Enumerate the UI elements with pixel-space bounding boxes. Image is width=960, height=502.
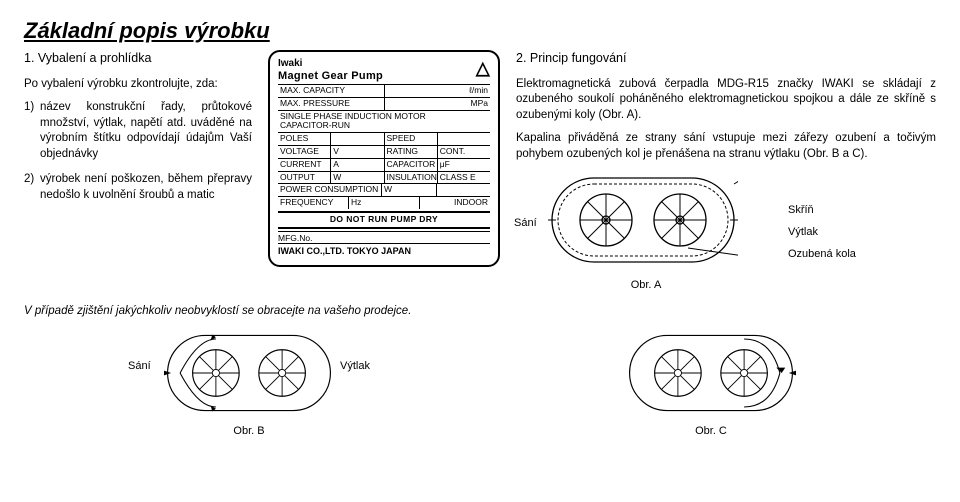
plate-cell	[437, 184, 491, 196]
plate-cell: OUTPUT	[278, 172, 331, 184]
item-number: 1)	[24, 100, 40, 162]
footnote: V případě zjištění jakýchkoliv neobvyklo…	[24, 305, 936, 317]
label-sani: Sání	[128, 360, 151, 372]
figure-a: Sání	[516, 170, 936, 292]
item-text: výrobek není poškozen, během přepravy ne…	[40, 172, 252, 203]
plate-cell: POLES	[278, 133, 331, 145]
gear-pump-icon	[164, 328, 334, 418]
plate-cell: MAX. PRESSURE	[278, 98, 385, 110]
paragraph: Elektromagnetická zubová čerpadla MDG-R1…	[516, 77, 936, 124]
list-item: 2) výrobek není poškozen, během přepravy…	[24, 172, 252, 203]
plate-cell: CAPACITOR	[385, 159, 438, 171]
plate-cell: RATING	[385, 146, 438, 158]
section-2-heading: 2. Princip fungování	[516, 50, 936, 67]
figure-b: Sání Výtlak Obr. B	[164, 328, 334, 437]
plate-cell: W	[382, 184, 437, 196]
plate-cell	[438, 133, 490, 145]
plate-company: IWAKI CO.,LTD. TOKYO JAPAN	[278, 243, 490, 256]
plate-cell: MPa	[385, 98, 491, 110]
section-1: 1. Vybalení a prohlídka Po vybalení výro…	[24, 50, 252, 293]
section-1-heading: 1. Vybalení a prohlídka	[24, 50, 252, 67]
figure-c: Obr. C	[626, 328, 796, 437]
plate-cell	[331, 133, 384, 145]
item-number: 2)	[24, 172, 40, 203]
plate-cell: MAX. CAPACITY	[278, 85, 385, 97]
plate-cell: W	[331, 172, 384, 184]
plate-cell: CLASS E	[438, 172, 490, 184]
gear-pump-icon	[548, 170, 738, 270]
plate-model-text: Magnet Gear Pump	[278, 70, 383, 82]
label-vytlak: Výtlak	[788, 221, 856, 243]
page-title: Základní popis výrobku	[24, 18, 936, 44]
section-2: 2. Princip fungování Elektromagnetická z…	[516, 50, 936, 293]
gear-pump-icon	[626, 328, 796, 418]
plate-cell: SPEED	[385, 133, 438, 145]
section-1-intro: Po vybalení výrobku zkontrolujte, zda:	[24, 77, 252, 93]
plate-mfg-no: MFG.No.	[278, 234, 312, 244]
figure-b-caption: Obr. B	[164, 425, 334, 437]
plate-cell: FREQUENCY	[278, 197, 349, 209]
label-ozubena-kola: Ozubená kola	[788, 243, 856, 265]
plate-cell: Hz	[349, 197, 420, 209]
plate-cell: ℓ/min	[385, 85, 491, 97]
figure-a-labels: Skříň Výtlak Ozubená kola	[788, 199, 856, 265]
list-item: 1) název konstrukční řady, průtokové mno…	[24, 100, 252, 162]
label-vytlak: Výtlak	[340, 360, 370, 372]
plate-motor: SINGLE PHASE INDUCTION MOTOR CAPACITOR-R…	[278, 110, 490, 133]
plate-cell: A	[331, 159, 384, 171]
paragraph: Kapalina přiváděná ze strany sání vstupu…	[516, 131, 936, 162]
plate-cell: CURRENT	[278, 159, 331, 171]
check-list: 1) název konstrukční řady, průtokové mno…	[24, 100, 252, 203]
plate-cell: μF	[438, 159, 490, 171]
figures-bc: Sání Výtlak Obr. B	[24, 328, 936, 437]
label-skrin: Skříň	[788, 199, 856, 221]
plate-warning-bar: DO NOT RUN PUMP DRY	[278, 211, 490, 229]
plate-cell: POWER CONSUMPTION	[278, 184, 382, 196]
figure-a-caption: Obr. A	[516, 278, 776, 293]
plate-cell: INSULATION	[385, 172, 438, 184]
label-sani: Sání	[514, 216, 537, 231]
nameplate: Iwaki Magnet Gear Pump △ MAX. CAPACITYℓ/…	[268, 50, 500, 293]
plate-model: Magnet Gear Pump △	[278, 70, 490, 83]
item-text: název konstrukční řady, průtokové množst…	[40, 100, 252, 162]
figure-c-caption: Obr. C	[626, 425, 796, 437]
plate-cell: CONT.	[438, 146, 490, 158]
plate-cell: INDOOR	[420, 197, 490, 209]
plate-cell: V	[331, 146, 384, 158]
plate-cell: VOLTAGE	[278, 146, 331, 158]
plate-brand: Iwaki	[278, 58, 490, 70]
